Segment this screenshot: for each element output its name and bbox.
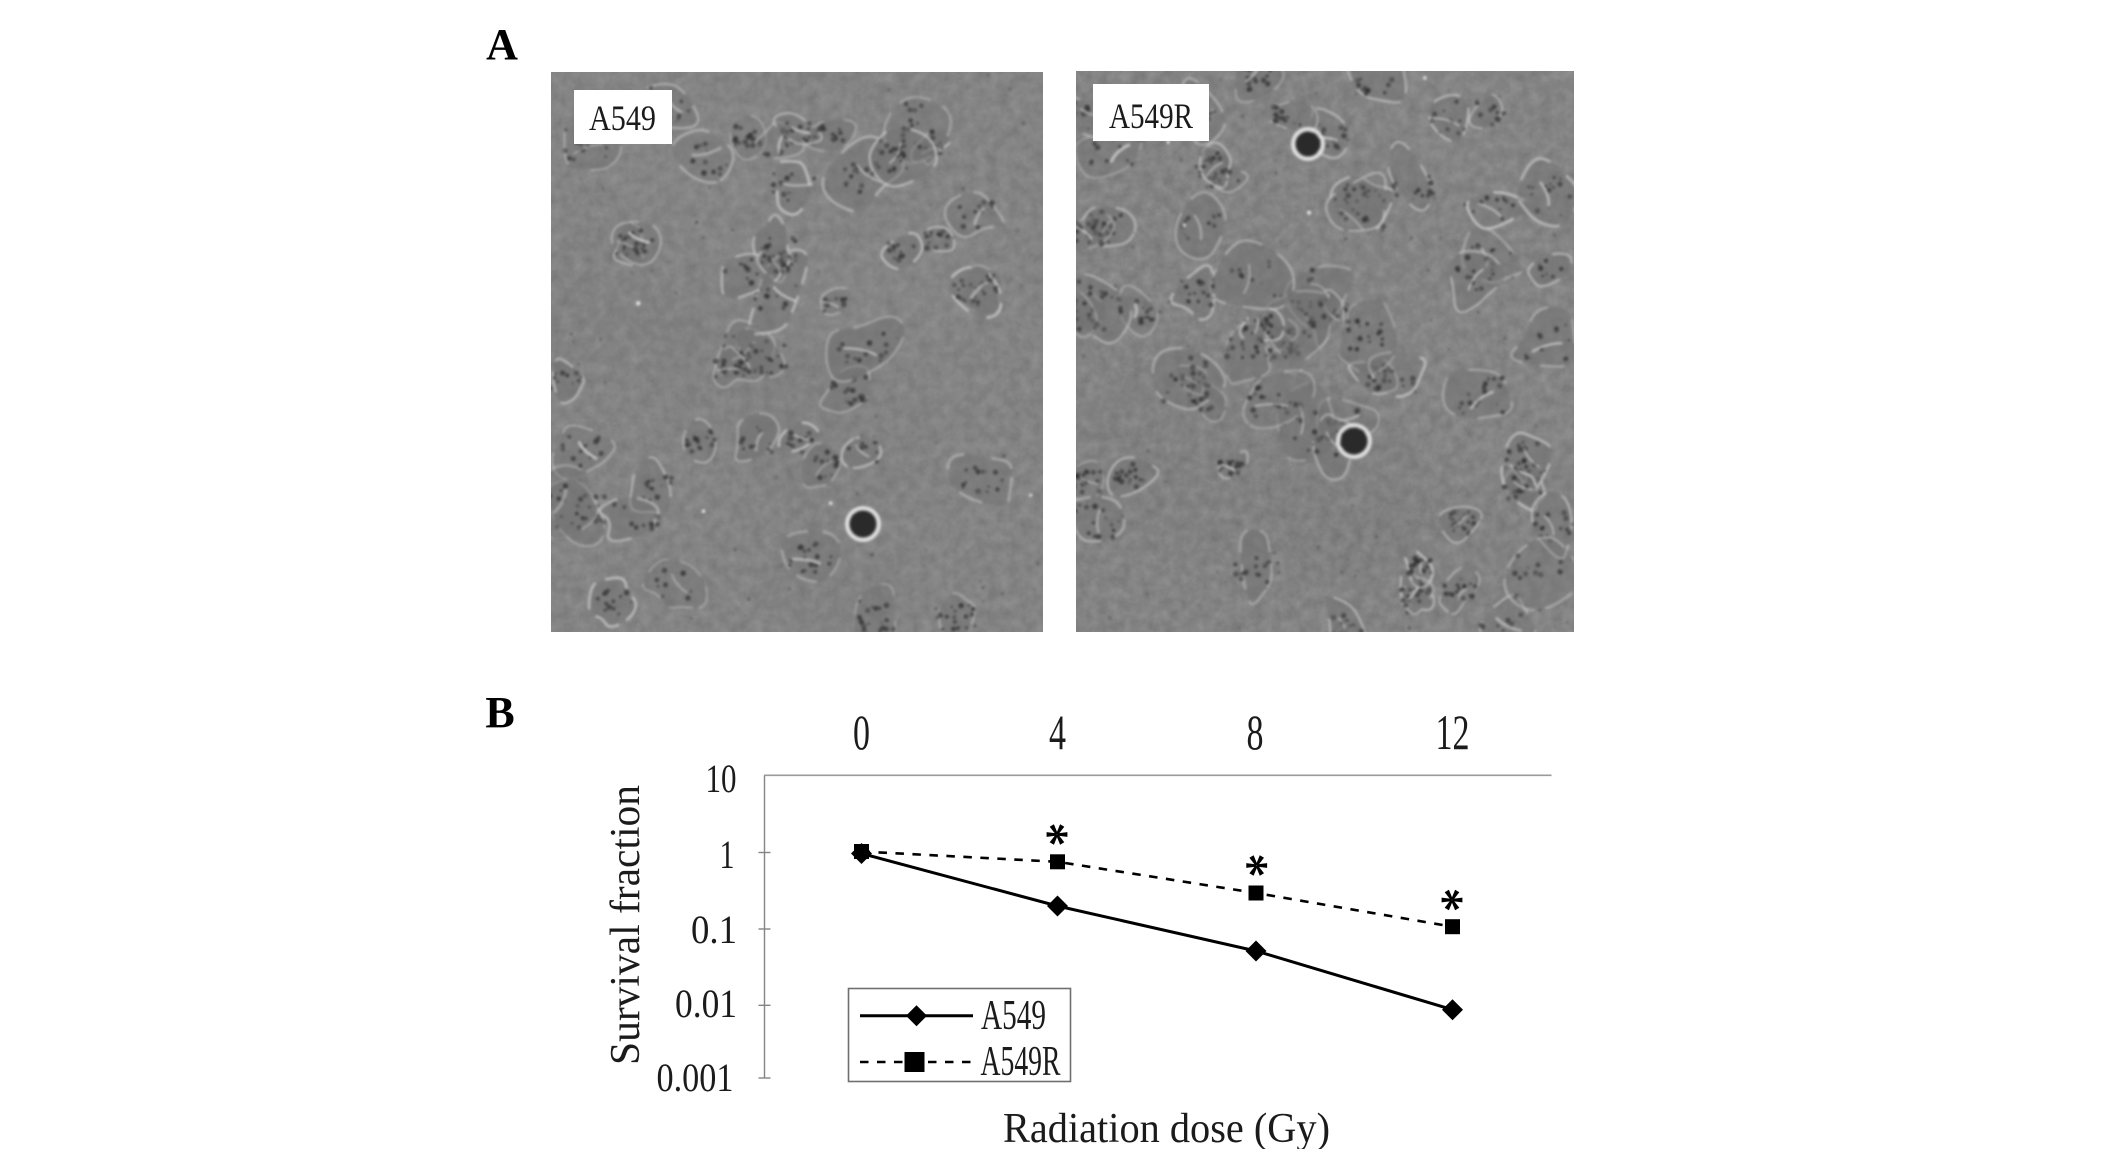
svg-text:A549R: A549R [981,1039,1061,1085]
svg-text:0: 0 [853,704,870,760]
svg-text:Survival fraction: Survival fraction [603,785,649,1065]
svg-text:0.1: 0.1 [691,907,737,952]
svg-text:A549: A549 [981,993,1046,1039]
svg-text:1: 1 [720,832,735,877]
svg-text:4: 4 [1049,704,1066,760]
svg-text:A: A [486,20,518,69]
svg-text:B: B [485,688,514,737]
svg-text:0.001: 0.001 [657,1055,734,1100]
svg-text:12: 12 [1436,704,1470,760]
svg-text:A549R: A549R [1109,96,1193,136]
svg-text:A549: A549 [589,98,656,138]
svg-text:10: 10 [706,756,737,801]
svg-text:8: 8 [1247,704,1264,760]
svg-text:0.01: 0.01 [675,981,737,1026]
svg-text:Radiation dose (Gy): Radiation dose (Gy) [1003,1106,1330,1149]
